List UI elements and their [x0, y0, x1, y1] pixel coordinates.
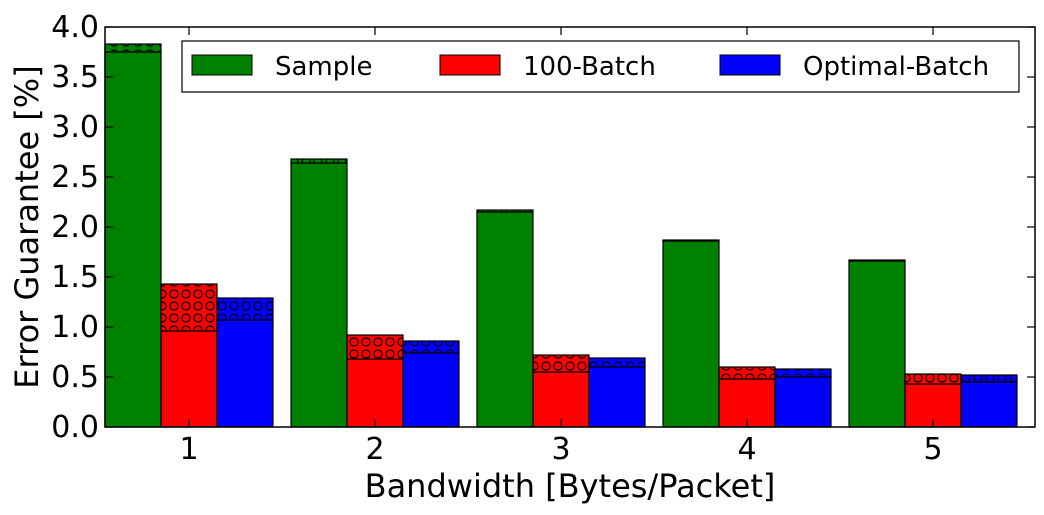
bar-upper-hatch-optimal-batch-4: [775, 369, 831, 377]
y-axis-label: Error Guarantee [%]: [8, 65, 46, 388]
x-tick-label: 4: [737, 432, 756, 467]
bar-upper-hatch-100-batch-3: [533, 355, 589, 372]
bar-upper-hatch-sample-1: [105, 44, 161, 52]
bar-upper-hatch-sample-4: [663, 240, 719, 241]
y-tick-label: 0.5: [51, 360, 99, 395]
bar-100-batch-3: [532, 371, 590, 428]
axes-group: 0.0 0.5 1.0 1.5 2.0 2.5 3.0 3.5 4.0 1 2 3 4 5: [51, 10, 1036, 467]
legend-swatch-optimal-batch: [719, 54, 781, 76]
bar-100-batch-1: [160, 330, 218, 428]
bar-optimal-batch-5: [960, 381, 1018, 428]
x-tick-label: 2: [365, 432, 384, 467]
legend-label-100-batch: 100-Batch: [523, 52, 656, 82]
y-tick-label: 2.0: [51, 210, 99, 245]
legend: Sample 100-Batch Optimal-Batch: [181, 40, 1020, 93]
bar-optimal-batch-4: [774, 376, 832, 428]
legend-box: [181, 40, 1020, 93]
y-tick-label: 3.5: [51, 60, 99, 95]
y-tick-label: 4.0: [51, 10, 99, 45]
bar-upper-hatch-sample-3: [477, 210, 533, 212]
bar-upper-hatch-100-batch-1: [161, 284, 217, 331]
bar-upper-hatch-100-batch-4: [719, 367, 775, 379]
bar-sample-2: [290, 162, 348, 428]
y-tick-label: 0.0: [51, 410, 99, 445]
x-tick-label: 3: [551, 432, 570, 467]
legend-label-sample: Sample: [275, 52, 373, 82]
y-tick-label: 2.5: [51, 160, 99, 195]
bar-optimal-batch-2: [402, 352, 460, 428]
bars-group: [104, 43, 1018, 428]
bar-sample-4: [662, 240, 720, 428]
bar-sample-1: [104, 51, 162, 428]
x-tick-label: 1: [179, 432, 198, 467]
bar-optimal-batch-1: [216, 319, 274, 428]
bar-upper-hatch-sample-2: [291, 159, 347, 163]
bar-upper-hatch-optimal-batch-5: [961, 375, 1017, 382]
bar-upper-hatch-sample-5: [849, 260, 905, 261]
bar-upper-hatch-100-batch-2: [347, 335, 403, 359]
x-tick-label: 5: [923, 432, 942, 467]
x-axis-label: Bandwidth [Bytes/Packet]: [365, 467, 776, 505]
bar-upper-hatch-optimal-batch-2: [403, 341, 459, 353]
bar-upper-hatch-optimal-batch-3: [589, 358, 645, 367]
bar-upper-hatch-optimal-batch-1: [217, 298, 273, 320]
y-tick-label: 1.0: [51, 310, 99, 345]
bar-sample-3: [476, 211, 534, 428]
bar-100-batch-2: [346, 358, 404, 428]
y-tick-label: 1.5: [51, 260, 99, 295]
legend-swatch-sample: [191, 54, 253, 76]
bar-upper-hatch-100-batch-5: [905, 374, 961, 384]
bar-optimal-batch-3: [588, 366, 646, 428]
y-tick-label: 3.0: [51, 110, 99, 145]
legend-swatch-100-batch: [439, 54, 501, 76]
legend-label-optimal-batch: Optimal-Batch: [803, 52, 989, 82]
bar-sample-5: [848, 260, 906, 428]
